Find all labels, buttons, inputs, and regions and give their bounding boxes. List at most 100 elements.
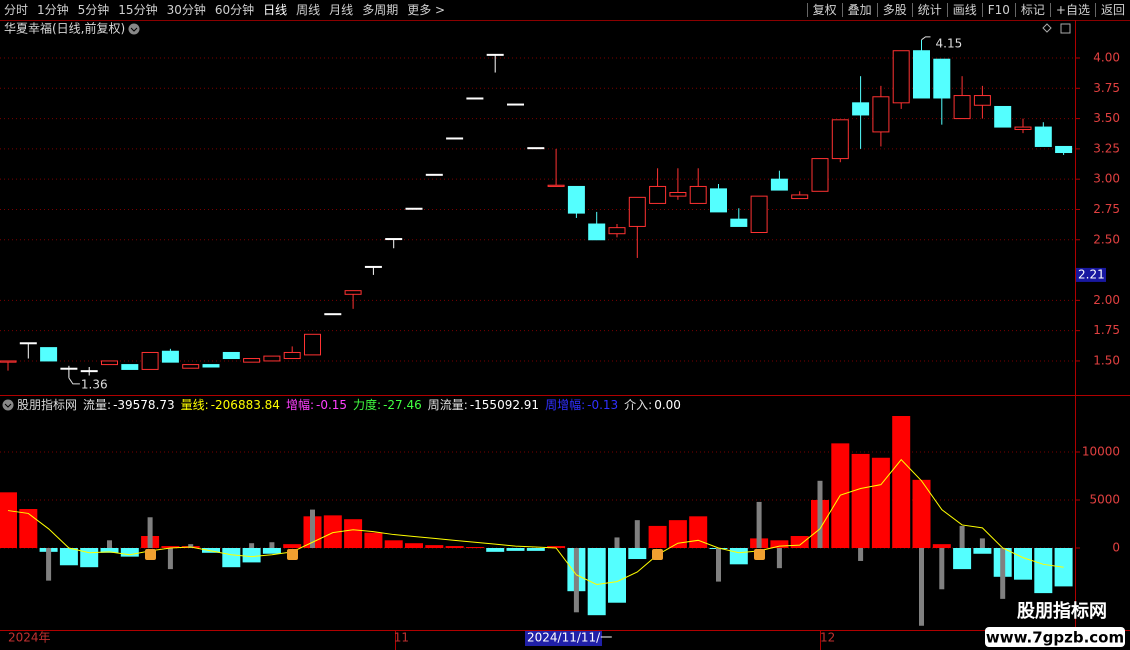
candle-body: [385, 238, 403, 241]
toolbar-button[interactable]: 多股: [876, 3, 912, 17]
weekly-bar: [858, 547, 864, 561]
watermark-box: [985, 627, 1125, 647]
candle-body: [19, 342, 37, 345]
weekly-bar: [959, 525, 965, 548]
weekly-bar: [756, 501, 762, 548]
candle-body: [324, 313, 342, 316]
flow-bar: [790, 535, 809, 548]
flow-bar: [283, 544, 302, 548]
signal-icon: [287, 549, 298, 560]
dropdown-icon: [4, 403, 12, 408]
toolbar-button[interactable]: 返回: [1094, 3, 1130, 17]
weekly-bar: [310, 509, 315, 548]
period-tab[interactable]: 更多 >: [407, 3, 446, 17]
weekly-bar: [573, 547, 579, 613]
candle-body: [364, 265, 382, 268]
x-tick-label: 2024年: [8, 631, 51, 645]
period-tab[interactable]: 15分钟: [118, 3, 158, 17]
legend-name: 流量:: [83, 398, 111, 412]
current-price-box: [1076, 267, 1106, 282]
candle-body: [101, 360, 118, 366]
weekly-bar: [249, 543, 255, 548]
candle-body: [669, 192, 687, 197]
period-tab[interactable]: 周线: [296, 3, 321, 17]
indicator-line: [7, 458, 1064, 585]
period-tab[interactable]: 月线: [329, 3, 354, 17]
dropdown-icon[interactable]: [2, 399, 14, 411]
y-tick-label: 3.25: [1093, 141, 1120, 155]
weekly-bar: [634, 520, 640, 548]
period-tab[interactable]: 60分钟: [214, 3, 255, 17]
signal-icon: [145, 549, 156, 560]
y-tick-label: 5000: [1089, 492, 1120, 506]
toolbar-button[interactable]: 标记: [1014, 3, 1050, 17]
weekly-bar: [776, 547, 782, 569]
flow-bar: [262, 547, 281, 554]
flow-bar: [384, 540, 403, 548]
flow-bar: [770, 540, 789, 548]
cursor-date-box: [525, 631, 602, 646]
period-tab[interactable]: 日线: [263, 3, 288, 17]
candle-body: [547, 184, 565, 187]
candle-body: [304, 333, 321, 356]
y-tick-label: 1.75: [1093, 323, 1120, 337]
legend-value: -39578.73: [113, 398, 175, 412]
candle-body: [222, 351, 240, 360]
flow-bar: [668, 520, 687, 548]
flow-bar: [405, 543, 423, 548]
flow-bar: [19, 509, 38, 548]
period-tab[interactable]: 多周期: [362, 3, 399, 17]
period-tab[interactable]: 5分钟: [77, 3, 110, 17]
flow-bar: [100, 547, 119, 553]
candle-body: [770, 178, 788, 191]
legend-name: 增幅:: [286, 397, 314, 412]
candle-body: [689, 185, 707, 204]
candle-body: [1014, 126, 1032, 130]
candle-body: [567, 185, 585, 214]
legend-value: -0.15: [316, 398, 347, 412]
candle-body: [527, 147, 545, 150]
max-pointer: [921, 36, 931, 41]
flow-bar: [526, 547, 545, 551]
watermark-name: 股朋指标网: [1016, 600, 1107, 622]
weekly-bar: [188, 544, 194, 548]
candle-body: [811, 158, 829, 192]
legend-name: 周流量:: [428, 398, 468, 412]
toolbar-button[interactable]: 叠加: [841, 3, 877, 17]
icon[interactable]: [1060, 23, 1071, 34]
legend-name: 介入:: [624, 398, 652, 412]
candle-body: [161, 350, 179, 363]
candle-body: [831, 119, 849, 160]
candle-body: [710, 188, 727, 213]
period-tab[interactable]: 分时: [4, 3, 29, 17]
candle-body: [852, 102, 870, 116]
flow-bar: [0, 492, 17, 548]
period-tab[interactable]: 1分钟: [37, 3, 69, 17]
candle-body: [913, 50, 930, 99]
flow-bar: [222, 547, 241, 568]
toolbar-button[interactable]: F10: [981, 3, 1015, 17]
flow-bar: [648, 525, 667, 548]
candle-body: [872, 96, 890, 133]
flow-bar: [1034, 547, 1053, 594]
flow-bar: [892, 415, 911, 548]
weekly-bar: [107, 540, 112, 548]
weekly-bar: [939, 547, 945, 590]
period-tab[interactable]: 30分钟: [166, 3, 206, 17]
candle-body: [141, 351, 159, 370]
toolbar-button[interactable]: 统计: [911, 3, 947, 17]
flow-bar: [59, 547, 78, 566]
icon[interactable]: [1042, 23, 1052, 33]
chart-title: 华夏幸福(日线,前复权): [4, 21, 125, 36]
y-tick-label: 2.75: [1093, 202, 1120, 216]
toolbar-button[interactable]: 画线: [946, 3, 982, 17]
toolbar-button[interactable]: 复权: [806, 3, 842, 17]
toolbar: 分时 1分钟 5分钟 15分钟 30分钟 60分钟 日线 周线 月线 多周期 更多 > 复权 叠加 多股统…: [0, 0, 1130, 20]
candle-body: [263, 355, 281, 362]
flow-bar: [608, 547, 626, 603]
candle-body: [243, 358, 261, 363]
toolbar-button[interactable]: +自选: [1049, 3, 1095, 17]
dropdown-icon[interactable]: [128, 23, 140, 35]
period-tabs: 分时 1分钟 5分钟 15分钟 30分钟 60分钟 日线 周线 月线 多周期 更多 >: [0, 0, 450, 20]
